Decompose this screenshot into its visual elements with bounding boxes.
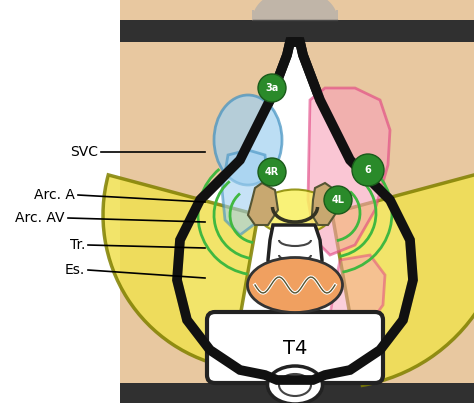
Polygon shape: [248, 183, 278, 225]
Bar: [120, 20, 474, 42]
Text: Es.: Es.: [65, 263, 85, 277]
Circle shape: [324, 186, 352, 214]
Circle shape: [352, 154, 384, 186]
Ellipse shape: [257, 189, 332, 235]
Polygon shape: [253, 0, 337, 20]
Text: 4L: 4L: [331, 195, 345, 205]
Ellipse shape: [279, 374, 311, 396]
Polygon shape: [257, 0, 333, 18]
Text: 3a: 3a: [265, 83, 279, 93]
Text: Arc. AV: Arc. AV: [16, 211, 65, 225]
Circle shape: [258, 74, 286, 102]
Polygon shape: [308, 88, 390, 255]
Text: 6: 6: [365, 165, 371, 175]
Text: 4R: 4R: [265, 167, 279, 177]
Ellipse shape: [267, 366, 322, 403]
Bar: [120, 0, 474, 403]
Polygon shape: [268, 225, 322, 282]
Ellipse shape: [247, 258, 343, 312]
Polygon shape: [330, 255, 385, 330]
Ellipse shape: [214, 95, 282, 185]
Text: SVC: SVC: [70, 145, 98, 159]
Polygon shape: [312, 183, 338, 225]
Polygon shape: [177, 42, 413, 380]
Polygon shape: [222, 150, 268, 235]
Wedge shape: [332, 168, 474, 385]
Text: T4: T4: [283, 339, 307, 357]
Bar: [120, 383, 474, 403]
FancyBboxPatch shape: [207, 312, 383, 383]
Text: Tr.: Tr.: [70, 238, 85, 252]
Text: Arc. A: Arc. A: [34, 188, 75, 202]
Wedge shape: [103, 175, 258, 368]
Circle shape: [258, 158, 286, 186]
Bar: [0, 0, 120, 403]
